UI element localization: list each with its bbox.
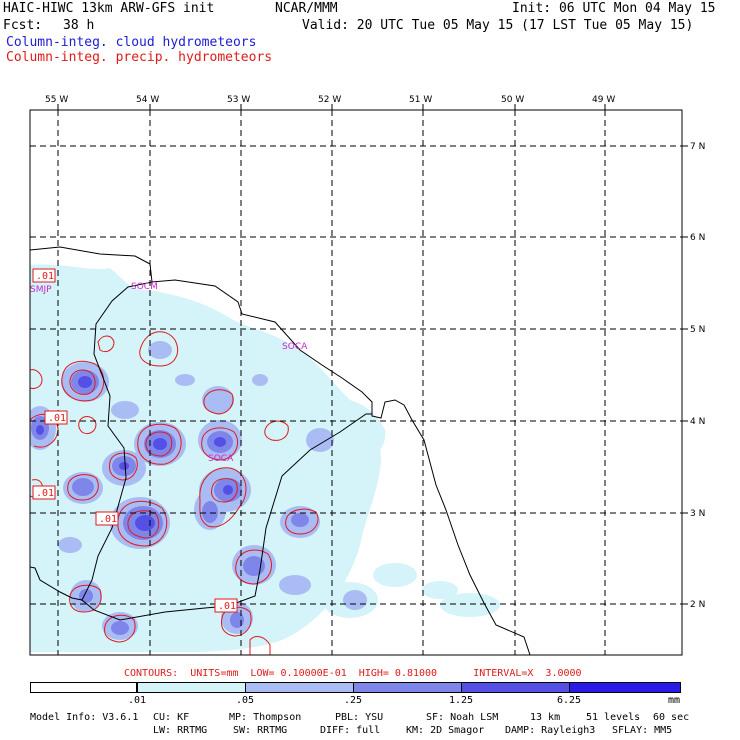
colorbar-segment-0	[30, 682, 137, 693]
org-label: NCAR/MMM	[275, 1, 338, 16]
colorbar-segment-4	[461, 682, 570, 693]
valid-time: Valid: 20 UTC Tue 05 May 15 (17 LST Tue …	[302, 18, 694, 33]
contour-label: .01	[36, 488, 54, 499]
colorbar-tick: .25	[344, 695, 363, 706]
fcst-label: Fcst:	[3, 18, 43, 33]
station-label: SMJP	[30, 285, 52, 295]
colorbar-segment-3	[353, 682, 462, 693]
model-info-sw: SW: RRTMG	[233, 725, 288, 736]
model-title: HAIC-HIWC 13km ARW-GFS init	[3, 1, 215, 16]
colorbar-tick: .01	[128, 695, 147, 706]
lon-label: 49 W	[592, 95, 615, 105]
shading-level-1	[30, 264, 500, 652]
lat-label: 6 N	[690, 233, 705, 243]
model-info-diff: DIFF: full	[320, 725, 381, 736]
lat-label: 2 N	[690, 600, 705, 610]
lat-label: 5 N	[690, 325, 705, 335]
map-frame	[29, 109, 683, 656]
contour-label-boxes	[32, 268, 238, 613]
contour-labels: .01 .01 .01 .01 .01	[36, 271, 236, 612]
model-info-version: Model Info: V3.6.1	[30, 712, 139, 723]
model-info-lw: LW: RRTMG	[153, 725, 208, 736]
contour-label: .01	[218, 601, 236, 612]
lat-ticks	[682, 145, 688, 605]
lon-label: 53 W	[227, 95, 250, 105]
lat-label: 4 N	[690, 417, 705, 427]
station-label: SOCA	[208, 454, 234, 464]
lon-labels: 55 W 54 W 53 W 52 W 51 W 50 W 49 W	[45, 95, 615, 105]
model-info-pbl: PBL: YSU	[335, 712, 384, 723]
lon-label: 50 W	[501, 95, 524, 105]
field1-title: Column-integ. cloud hydrometeors	[6, 35, 257, 50]
station-labels: SMJP SOCM SOCA SOCA	[30, 282, 308, 464]
colorbar-tick: 1.25	[449, 695, 474, 706]
contour-info: CONTOURS: UNITS=mm LOW= 0.10000E-01 HIGH…	[124, 668, 582, 679]
colorbar-units: mm	[668, 695, 681, 706]
contour-label: .01	[99, 514, 117, 525]
fcst-value: 38 h	[63, 18, 95, 33]
field2-title: Column-integ. precip. hydrometeors	[6, 50, 273, 65]
model-info-res: 13 km	[530, 712, 561, 723]
lon-ticks	[57, 104, 606, 110]
station-label: SOCM	[131, 282, 158, 292]
contour-label: .01	[36, 271, 54, 282]
colorbar-tick: 6.25	[557, 695, 582, 706]
lat-labels: 7 N 6 N 5 N 4 N 3 N 2 N	[690, 142, 705, 610]
station-label: SOCA	[282, 342, 308, 352]
model-info-sflay: SFLAY: MM5	[612, 725, 673, 736]
model-info-dt: 60 sec	[653, 712, 690, 723]
model-info-cu: CU: KF	[153, 712, 190, 723]
colorbar-segment-1	[137, 682, 246, 693]
model-info-mp: MP: Thompson	[229, 712, 302, 723]
lon-label: 52 W	[318, 95, 341, 105]
shading-level-4	[36, 376, 233, 531]
contour-label: .01	[48, 413, 66, 424]
lon-label: 55 W	[45, 95, 68, 105]
lat-lon-grid	[30, 110, 682, 655]
model-info-levels: 51 levels	[586, 712, 641, 723]
lat-label: 7 N	[690, 142, 705, 152]
model-info-sf: SF: Noah LSM	[426, 712, 499, 723]
colorbar-segment-2	[245, 682, 354, 693]
lon-label: 51 W	[409, 95, 432, 105]
model-info-km: KM: 2D Smagor	[406, 725, 485, 736]
lon-label: 54 W	[136, 95, 159, 105]
lat-label: 3 N	[690, 509, 705, 519]
colorbar-tick: .05	[236, 695, 255, 706]
model-info-damp: DAMP: Rayleigh3	[505, 725, 596, 736]
colorbar-segment-5	[569, 682, 681, 693]
coastline	[30, 246, 531, 655]
init-time: Init: 06 UTC Mon 04 May 15	[512, 1, 716, 16]
